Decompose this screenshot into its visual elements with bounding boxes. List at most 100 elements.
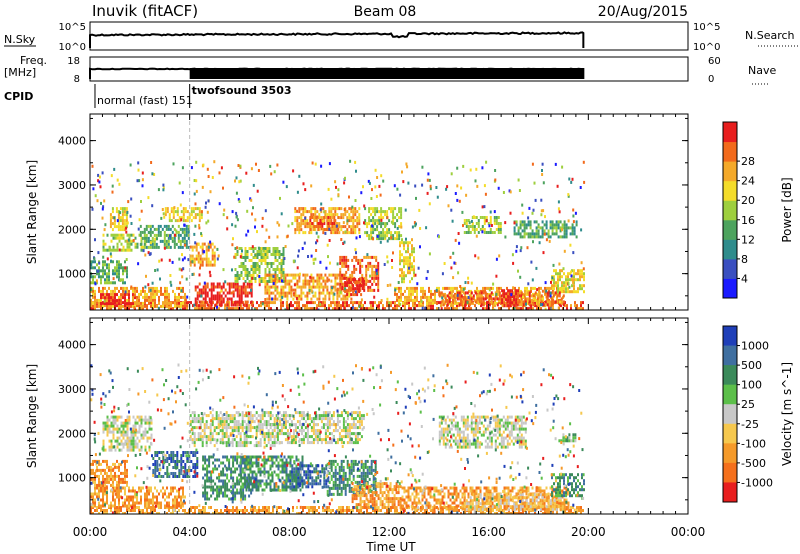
power-panel-colorbar-swatch-1 [723,258,737,279]
power-colorbar: 4 8 12 16 20 24 28 Power [dB] [722,121,794,299]
x-axis: 00:00 04:00 08:00 12:00 16:00 20:00 00:00 [73,525,706,539]
noise-right-tick-top: 10^5 [693,22,720,33]
noise-left-label: N.Sky [4,33,36,46]
power-panel-speckles [90,159,586,310]
velocity-panel-region-3 [102,415,153,452]
freq-right-tick-bottom: 0 [708,74,714,85]
power-panel-colorbar-swatch-7 [723,141,737,162]
nave-bar-block [189,68,584,79]
velocity-panel-ytick-3: 4000 [58,339,86,352]
power-panel-ylabel: Slant Range [km] [25,160,39,264]
noise-left-tick-top: 10^5 [59,22,86,33]
power-panel-region-7 [164,207,203,223]
station-title: Inuvik (fitACF) [92,2,198,20]
power-panel-region-20 [501,289,520,308]
noise-trace [89,31,585,48]
power-panel-colorbar-label: Power [dB] [780,177,794,242]
power-panel-region-14 [339,255,380,292]
power-panel-ytick-2: 3000 [58,179,86,192]
velocity-panel-region-15 [551,473,585,498]
velocity-panel-region-7 [239,455,304,492]
power-panel-region-6 [139,224,190,249]
velocity-panel-region-2 [90,459,128,487]
x-tick-2: 08:00 [272,525,307,539]
velocity-panel-region-4 [152,451,199,478]
x-tick-6: 00:00 [671,525,706,539]
power-panel-colorbar-tick-2: 12 [741,233,755,246]
power-panel: 1000 2000 3000 4000 Slant Range [km] [25,113,689,311]
power-panel-ytick-1: 2000 [58,223,86,236]
freq-right-label: Nave [748,64,776,77]
velocity-panel-colorbar-swatch-3 [723,384,737,405]
velocity-panel-colorbar-tick-0: 1000 [741,340,769,353]
velocity-panel-region-5 [189,411,278,448]
power-panel-region-3 [90,260,128,285]
velocity-panel-colorbar-tick-3: 25 [741,398,755,411]
power-panel-colorbar-tick-5: 24 [741,175,755,188]
power-panel-colorbar-tick-6: 28 [741,155,755,168]
velocity-panel-ytick-0: 1000 [58,472,86,485]
freq-left-label-2: [MHz] [4,66,36,79]
power-panel-region-16 [364,207,403,241]
velocity-panel-ytick-2: 3000 [58,383,86,396]
velocity-colorbar: 1000 500 100 25 -25 -100 -500 -1000 Velocity [m … [722,325,794,503]
x-tick-4: 16:00 [471,525,506,539]
velocity-panel-colorbar-swatch-5 [723,423,737,444]
velocity-panel-ytick-1: 2000 [58,427,86,440]
noise-right-tick-bottom: 10^0 [693,42,720,53]
velocity-panel-colorbar-tick-7: -1000 [741,476,773,489]
freq-left-label-1: Freq. [20,54,47,67]
velocity-panel-colorbar-tick-2: 100 [741,379,762,392]
cpid-mode-0: normal (fast) 151 [97,94,193,107]
power-panel-region-9 [194,282,253,307]
velocity-panel-colorbar-tick-4: -25 [741,418,759,431]
x-tick-5: 20:00 [571,525,606,539]
velocity-panel-ylabel: Slant Range [km] [25,364,39,468]
power-panel-colorbar-tick-4: 20 [741,194,755,207]
velocity-panel-colorbar-swatch-4 [723,404,737,425]
power-panel-colorbar-tick-0: 4 [741,272,748,285]
power-panel-colorbar-swatch-0 [723,278,737,299]
velocity-panel-colorbar-swatch-6 [723,443,737,464]
power-panel-region-18 [399,238,415,284]
x-tick-3: 12:00 [372,525,407,539]
freq-right-tick-top: 60 [708,56,721,67]
x-tick-0: 00:00 [73,525,108,539]
beam-title: Beam 08 [354,4,417,20]
velocity-panel-colorbar-tick-1: 500 [741,359,762,372]
power-panel-colorbar-swatch-6 [723,161,737,182]
power-panel-colorbar-swatch-5 [723,180,737,201]
velocity-panel-colorbar-swatch-1 [723,345,737,366]
velocity-panel-colorbar-swatch-7 [723,462,737,483]
x-axis-label: Time UT [365,540,416,554]
velocity-panel-colorbar-tick-6: -500 [741,457,766,470]
power-panel-region-23 [551,269,585,294]
cpid-label: CPID [4,90,33,103]
velocity-panel-speckles [90,363,585,514]
power-panel-region-4 [102,233,147,252]
velocity-panel-colorbar-label: Velocity [m s^-1] [780,362,794,466]
velocity-panel: 1000 2000 3000 4000 Slant Range [km] [25,317,689,515]
power-panel-region-10 [234,247,285,283]
velocity-panel-region-11 [351,482,402,510]
date-title: 20/Aug/2015 [598,4,688,20]
velocity-panel-frame [89,317,689,515]
power-panel-frame [89,113,689,311]
velocity-panel-colorbar-swatch-8 [723,482,737,503]
power-panel-region-8 [189,242,216,267]
noise-right-label: N.Search [745,29,795,42]
power-panel-colorbar-swatch-4 [723,200,737,221]
power-panel-region-15 [344,278,365,297]
power-panel-colorbar-tick-1: 8 [741,253,748,266]
power-panel-colorbar-swatch-2 [723,239,737,260]
freq-left-tick-top: 18 [67,56,80,67]
velocity-panel-colorbar-tick-5: -100 [741,437,766,450]
power-panel-ytick-3: 4000 [58,135,86,148]
velocity-panel-region-9 [289,464,330,489]
power-panel-colorbar-swatch-8 [723,122,737,143]
power-panel-colorbar-swatch-3 [723,219,737,240]
power-panel-region-2 [100,293,136,306]
noise-left-tick-bottom: 10^0 [59,42,86,53]
